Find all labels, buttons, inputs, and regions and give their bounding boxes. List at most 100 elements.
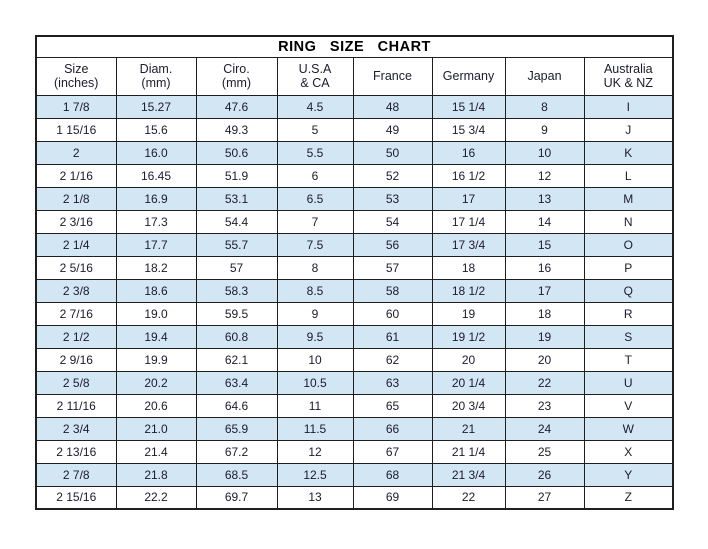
table-cell-japan: 22: [504, 370, 585, 395]
table-cell-japan: 9: [504, 117, 585, 142]
table-cell-size-inches: 2 11/16: [35, 393, 117, 418]
column-header-australia-uk-nz: Australia UK & NZ: [583, 56, 674, 96]
table-cell-france: 68: [352, 462, 433, 487]
table-cell-germany: 18: [431, 255, 506, 280]
table-cell-germany: 19: [431, 301, 506, 326]
table-row: 2 16.0 50.6 5.5 50 16 10 K: [35, 140, 674, 165]
table-cell-australia-uk-nz: O: [583, 232, 674, 257]
table-cell-france: 67: [352, 439, 433, 464]
table-cell-japan: 15: [504, 232, 585, 257]
table-cell-japan: 18: [504, 301, 585, 326]
table-cell-germany: 21 1/4: [431, 439, 506, 464]
table-cell-diam-mm: 21.8: [115, 462, 197, 487]
table-cell-ciro-mm: 57: [195, 255, 278, 280]
table-cell-france: 66: [352, 416, 433, 441]
table-cell-ciro-mm: 51.9: [195, 163, 278, 188]
table-cell-usa-ca: 9: [276, 301, 354, 326]
ring-size-table-body: 1 7/8 15.27 47.6 4.5 48 15 1/4 8 I 1 15/16 15.6 49…: [35, 94, 674, 510]
table-cell-diam-mm: 21.4: [115, 439, 197, 464]
table-cell-france: 54: [352, 209, 433, 234]
table-cell-diam-mm: 15.6: [115, 117, 197, 142]
table-cell-france: 60: [352, 301, 433, 326]
table-cell-germany: 19 1/2: [431, 324, 506, 349]
column-header-germany: Germany: [431, 56, 506, 96]
table-cell-diam-mm: 19.9: [115, 347, 197, 372]
table-cell-germany: 18 1/2: [431, 278, 506, 303]
table-cell-australia-uk-nz: L: [583, 163, 674, 188]
table-cell-japan: 17: [504, 278, 585, 303]
table-cell-ciro-mm: 62.1: [195, 347, 278, 372]
table-cell-usa-ca: 7.5: [276, 232, 354, 257]
table-row: 2 13/16 21.4 67.2 12 67 21 1/4 25 X: [35, 439, 674, 464]
table-row: 2 1/8 16.9 53.1 6.5 53 17 13 M: [35, 186, 674, 211]
table-cell-japan: 19: [504, 324, 585, 349]
table-cell-japan: 25: [504, 439, 585, 464]
ring-size-chart-table: RING SIZE CHART Size (inches) Diam. (mm) Cir…: [35, 35, 675, 510]
table-row: 2 1/2 19.4 60.8 9.5 61 19 1/2 19 S: [35, 324, 674, 349]
column-header-line1: Diam.: [139, 61, 173, 76]
table-cell-australia-uk-nz: W: [583, 416, 674, 441]
table-cell-usa-ca: 11.5: [276, 416, 354, 441]
table-row: 2 3/4 21.0 65.9 11.5 66 21 24 W: [35, 416, 674, 441]
table-cell-japan: 8: [504, 94, 585, 119]
table-cell-germany: 15 1/4: [431, 94, 506, 119]
table-cell-australia-uk-nz: U: [583, 370, 674, 395]
table-cell-diam-mm: 16.45: [115, 163, 197, 188]
table-cell-ciro-mm: 54.4: [195, 209, 278, 234]
table-cell-diam-mm: 21.0: [115, 416, 197, 441]
table-cell-diam-mm: 19.0: [115, 301, 197, 326]
table-row: 2 9/16 19.9 62.1 10 62 20 20 T: [35, 347, 674, 372]
table-cell-usa-ca: 5.5: [276, 140, 354, 165]
table-cell-japan: 12: [504, 163, 585, 188]
table-cell-ciro-mm: 47.6: [195, 94, 278, 119]
table-cell-ciro-mm: 60.8: [195, 324, 278, 349]
table-cell-usa-ca: 8: [276, 255, 354, 280]
column-header-line1: Australia: [603, 61, 653, 76]
table-cell-size-inches: 1 15/16: [35, 117, 117, 142]
table-cell-france: 65: [352, 393, 433, 418]
chart-title: RING SIZE CHART: [35, 35, 674, 58]
table-cell-diam-mm: 20.2: [115, 370, 197, 395]
column-header-france: France: [352, 56, 433, 96]
table-cell-australia-uk-nz: Z: [583, 485, 674, 510]
table-cell-usa-ca: 7: [276, 209, 354, 234]
table-cell-size-inches: 2 3/8: [35, 278, 117, 303]
table-cell-usa-ca: 11: [276, 393, 354, 418]
table-cell-japan: 26: [504, 462, 585, 487]
table-cell-diam-mm: 17.7: [115, 232, 197, 257]
table-cell-japan: 10: [504, 140, 585, 165]
table-cell-japan: 14: [504, 209, 585, 234]
table-cell-australia-uk-nz: Y: [583, 462, 674, 487]
header-row: Size (inches) Diam. (mm) Ciro. (mm) U.S.A & CA F…: [35, 56, 674, 96]
table-cell-germany: 21: [431, 416, 506, 441]
table-cell-germany: 17 3/4: [431, 232, 506, 257]
table-cell-size-inches: 2 1/4: [35, 232, 117, 257]
table-cell-australia-uk-nz: S: [583, 324, 674, 349]
column-header-line1: U.S.A: [298, 61, 332, 76]
table-cell-germany: 22: [431, 485, 506, 510]
table-row: 2 11/16 20.6 64.6 11 65 20 3/4 23 V: [35, 393, 674, 418]
table-cell-diam-mm: 16.9: [115, 186, 197, 211]
table-cell-australia-uk-nz: P: [583, 255, 674, 280]
table-cell-australia-uk-nz: R: [583, 301, 674, 326]
table-cell-usa-ca: 6: [276, 163, 354, 188]
table-cell-size-inches: 2 1/8: [35, 186, 117, 211]
table-cell-france: 62: [352, 347, 433, 372]
table-cell-australia-uk-nz: K: [583, 140, 674, 165]
table-cell-size-inches: 2 1/16: [35, 163, 117, 188]
table-cell-japan: 20: [504, 347, 585, 372]
table-row: 2 3/8 18.6 58.3 8.5 58 18 1/2 17 Q: [35, 278, 674, 303]
table-cell-size-inches: 2 3/4: [35, 416, 117, 441]
table-cell-size-inches: 2 9/16: [35, 347, 117, 372]
table-cell-germany: 17: [431, 186, 506, 211]
table-cell-usa-ca: 5: [276, 117, 354, 142]
column-header-line2: (mm): [221, 76, 252, 90]
table-row: 2 3/16 17.3 54.4 7 54 17 1/4 14 N: [35, 209, 674, 234]
table-cell-diam-mm: 20.6: [115, 393, 197, 418]
table-cell-germany: 16: [431, 140, 506, 165]
table-cell-diam-mm: 15.27: [115, 94, 197, 119]
table-cell-australia-uk-nz: T: [583, 347, 674, 372]
table-row: 2 15/16 22.2 69.7 13 69 22 27 Z: [35, 485, 674, 510]
table-cell-france: 53: [352, 186, 433, 211]
